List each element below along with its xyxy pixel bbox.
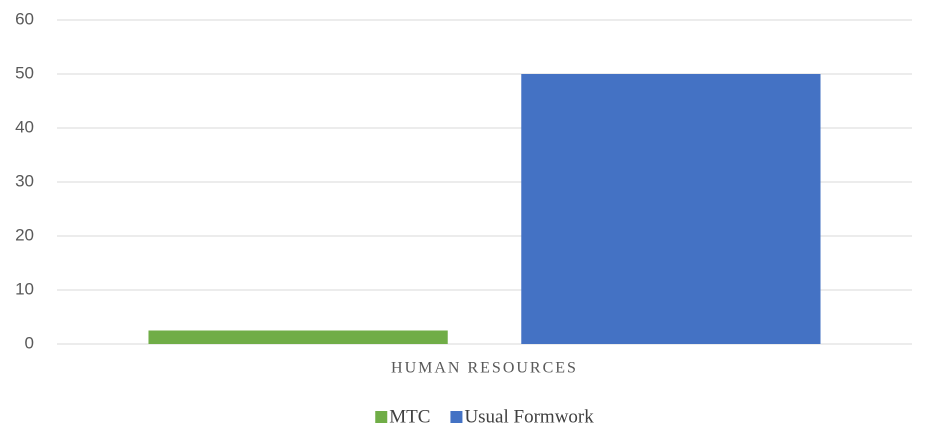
y-tick-label: 10 xyxy=(15,279,34,298)
legend-label: MTC xyxy=(389,406,430,427)
bar xyxy=(521,74,821,344)
y-tick-label: 60 xyxy=(15,9,34,28)
y-tick-label: 50 xyxy=(15,63,34,82)
y-tick-label: 0 xyxy=(25,333,34,352)
y-tick-label: 30 xyxy=(15,171,34,190)
legend-swatch xyxy=(375,411,388,423)
legend-swatch xyxy=(450,411,463,423)
y-tick-label: 20 xyxy=(15,225,34,244)
legend-label: Usual Formwork xyxy=(464,406,594,427)
x-tick-label: HUMAN RESOURCES xyxy=(391,360,578,377)
legend: MTC Usual Formwork xyxy=(375,406,594,427)
y-tick-label: 40 xyxy=(15,117,34,136)
bar xyxy=(148,330,448,344)
